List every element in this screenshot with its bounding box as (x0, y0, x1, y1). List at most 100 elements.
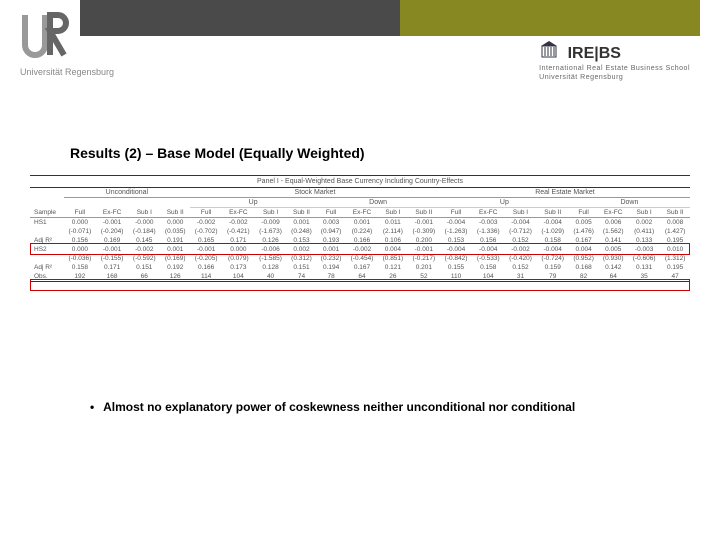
table-cell: 0.169 (96, 236, 128, 245)
table-cell: 0.128 (254, 263, 286, 272)
column-header-row: SampleFullEx-FCSub ISub IIFullEx-FCSub I… (30, 208, 690, 218)
table-cell: 78 (316, 272, 346, 282)
col-header: Sub II (660, 208, 690, 218)
market-group-row: Unconditional Stock Market Real Estate M… (30, 188, 690, 198)
group-unconditional: Unconditional (64, 188, 190, 198)
table-cell: (-0.712) (504, 227, 536, 236)
table-cell: 0.004 (569, 245, 599, 254)
table-cell: (0.952) (569, 254, 599, 263)
table-cell: (-1.336) (472, 227, 504, 236)
table-cell: 110 (440, 272, 472, 282)
table-cell: -0.003 (628, 245, 660, 254)
col-header: Sub I (628, 208, 660, 218)
table-cell: 0.000 (64, 245, 96, 254)
table-cell: 126 (160, 272, 190, 282)
ur-logo-icon (20, 10, 70, 60)
table-cell: 35 (628, 272, 660, 282)
table-cell: (-0.205) (190, 254, 222, 263)
table-cell: -0.001 (408, 218, 440, 228)
table-cell: (0.035) (160, 227, 190, 236)
table-cell: (-0.036) (64, 254, 96, 263)
table-cell: 0.151 (287, 263, 317, 272)
table-cell: 0.151 (128, 263, 160, 272)
table-cell: 0.153 (287, 236, 317, 245)
table-cell: 0.000 (64, 218, 96, 228)
subgroup-row: Up Down Up Down (30, 198, 690, 208)
table-cell: 0.156 (64, 236, 96, 245)
col-header: Full (316, 208, 346, 218)
table-cell: (-0.533) (472, 254, 504, 263)
table-cell: 0.000 (160, 218, 190, 228)
col-header: Ex-FC (472, 208, 504, 218)
table-cell: 47 (660, 272, 690, 282)
table-cell: (0.248) (287, 227, 317, 236)
table-cell: -0.004 (504, 218, 536, 228)
col-header: Sub II (537, 208, 569, 218)
row-label: HS1 (30, 218, 64, 228)
table-cell: 0.158 (537, 236, 569, 245)
col-header: Ex-FC (222, 208, 254, 218)
table-cell: 0.001 (346, 218, 378, 228)
irebs-logo: IRE|BS International Real Estate Busines… (539, 40, 690, 81)
table-cell: -0.001 (96, 218, 128, 228)
table-cell: -0.001 (408, 245, 440, 254)
table-cell: 0.133 (628, 236, 660, 245)
table-row: (-0.071)(-0.204)(-0.184)(0.035)(-0.702)(… (30, 227, 690, 236)
col-header: Sub I (378, 208, 408, 218)
table-cell: 0.167 (346, 263, 378, 272)
col-sample: Sample (30, 208, 64, 218)
table-cell: -0.002 (504, 245, 536, 254)
table-cell: 0.010 (660, 245, 690, 254)
table-cell: 0.131 (628, 263, 660, 272)
table-cell: 0.193 (316, 236, 346, 245)
irebs-sub2: Universität Regensburg (539, 74, 690, 81)
table-cell: 0.192 (160, 263, 190, 272)
building-icon (539, 40, 559, 63)
table-cell: 114 (190, 272, 222, 282)
table-cell: 40 (254, 272, 286, 282)
table-cell: (-0.309) (408, 227, 440, 236)
header-gray-bar (80, 0, 400, 36)
table-cell: 0.166 (346, 236, 378, 245)
table-cell: (1.476) (569, 227, 599, 236)
table-cell: 52 (408, 272, 440, 282)
table-cell: 74 (287, 272, 317, 282)
group-realestate: Real Estate Market (440, 188, 690, 198)
table-cell: (-0.155) (96, 254, 128, 263)
table-cell: -0.000 (128, 218, 160, 228)
col-header: Sub II (287, 208, 317, 218)
table-cell: 0.005 (598, 245, 628, 254)
table-cell: 0.171 (222, 236, 254, 245)
table-cell: (-0.702) (190, 227, 222, 236)
table-cell: 0.195 (660, 236, 690, 245)
table-cell: (1.427) (660, 227, 690, 236)
table-cell: 0.126 (254, 236, 286, 245)
irebs-sub1: International Real Estate Business Schoo… (539, 65, 690, 72)
table-cell: 0.003 (316, 218, 346, 228)
table-cell: 31 (504, 272, 536, 282)
table-cell: -0.004 (537, 218, 569, 228)
table-cell: 0.167 (569, 236, 599, 245)
table-cell: 0.153 (440, 236, 472, 245)
table-cell: -0.004 (537, 245, 569, 254)
table-cell: 0.195 (660, 263, 690, 272)
table-cell: (-0.421) (222, 227, 254, 236)
table-cell: (-0.724) (537, 254, 569, 263)
table-cell: (0.851) (378, 254, 408, 263)
table-cell: (-0.071) (64, 227, 96, 236)
table-cell: (2.114) (378, 227, 408, 236)
sub-up-1: Up (190, 198, 316, 208)
row-label (30, 254, 64, 263)
table-cell: 0.168 (569, 263, 599, 272)
slide-title: Results (2) – Base Model (Equally Weight… (70, 145, 365, 161)
table-cell: 64 (346, 272, 378, 282)
table-cell: 0.200 (408, 236, 440, 245)
sub-down-2: Down (569, 198, 690, 208)
table-cell: 0.002 (287, 245, 317, 254)
table-cell: (-1.263) (440, 227, 472, 236)
table-cell: 0.001 (160, 245, 190, 254)
table-cell: -0.006 (254, 245, 286, 254)
table-cell: -0.004 (440, 245, 472, 254)
table-cell: 0.000 (222, 245, 254, 254)
table-row: Adj R²0.1580.1710.1510.1920.1660.1730.12… (30, 263, 690, 272)
